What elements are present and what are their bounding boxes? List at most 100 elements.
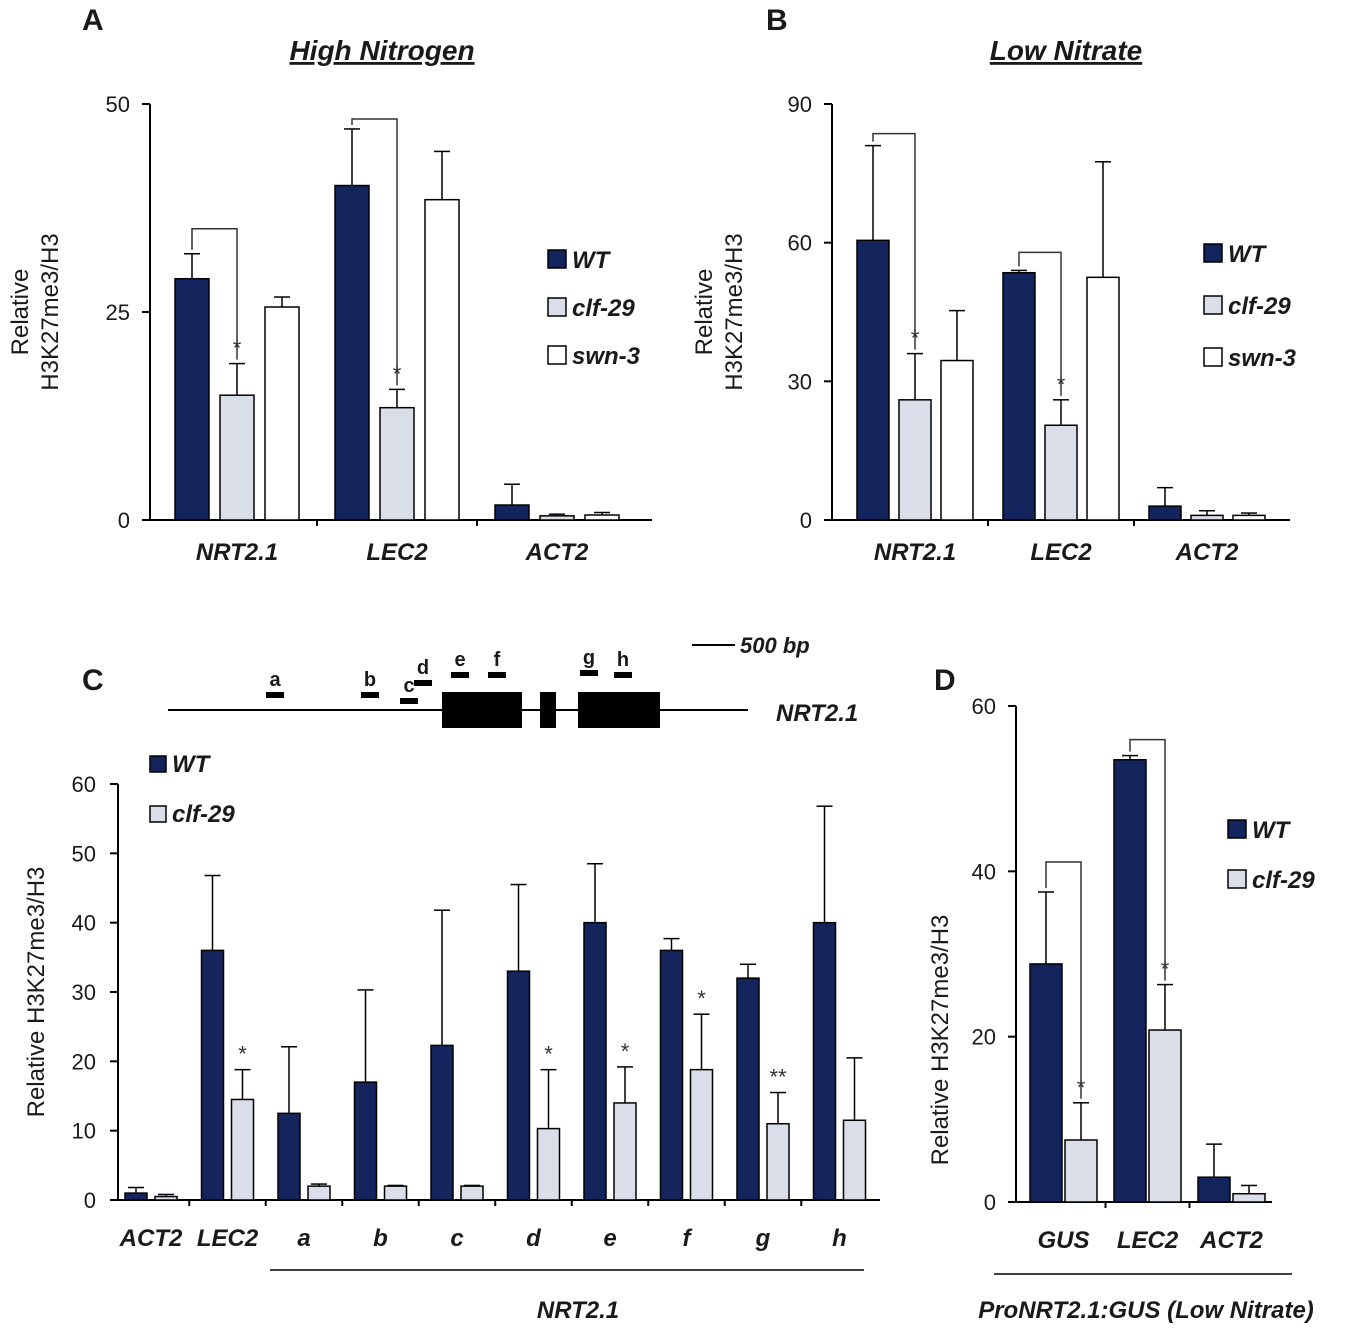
segment-marker-d xyxy=(414,680,432,686)
legend-swatch-swn-3 xyxy=(547,345,567,365)
bar-clf-29-b xyxy=(383,1185,408,1201)
y-tick-label: 60 xyxy=(72,772,96,797)
legend-swatch-clf-29 xyxy=(1227,869,1247,889)
bar-WT-a xyxy=(277,1112,301,1201)
segment-label-c: c xyxy=(403,675,414,697)
x-tick-label: ACT2 xyxy=(119,1225,183,1252)
y-tick-label: 10 xyxy=(72,1119,96,1144)
bar-clf-29-ACT2 xyxy=(539,515,575,521)
bar-clf-29-c xyxy=(460,1185,484,1201)
x-tick-label: GUS xyxy=(1037,1227,1089,1254)
legend-label: clf-29 xyxy=(1252,867,1315,894)
bar-clf-29-g xyxy=(766,1122,790,1201)
comparison-bracket xyxy=(191,228,238,360)
x-tick-label: LEC2 xyxy=(1030,539,1092,566)
segment-label-f: f xyxy=(494,649,501,671)
x-tick-label: LEC2 xyxy=(197,1225,259,1252)
legend-label: swn-3 xyxy=(1228,345,1297,372)
x-tick-label: NRT2.1 xyxy=(196,539,278,566)
bar-WT-LEC2 xyxy=(334,184,370,521)
bar-WT-GUS xyxy=(1029,963,1063,1203)
segment-marker-b xyxy=(361,692,379,698)
x-tick-label: c xyxy=(450,1225,463,1252)
bar-clf-29-LEC2 xyxy=(379,406,415,521)
panel-a: A High Nitrogen Relative H3K27me3/H3 0 25 50 NR… xyxy=(7,4,652,566)
bar-WT-ACT2 xyxy=(124,1192,148,1201)
segment-label-h: h xyxy=(617,649,629,671)
comparison-bracket xyxy=(872,132,916,350)
y-axis-label: Relative H3K27me3/H3 xyxy=(7,233,64,390)
gene-diagram: 500 bp NRT2.1 a b cd e f g h xyxy=(168,633,858,728)
segment-label-a: a xyxy=(269,669,281,691)
segment-marker-c xyxy=(400,698,418,704)
y-tick-label: 0 xyxy=(800,508,812,533)
y-axis-label-line: Relative H3K27me3/H3 xyxy=(23,867,50,1118)
y-tick-label: 90 xyxy=(788,92,812,117)
panel-letter: D xyxy=(934,664,956,697)
panel-title: High Nitrogen xyxy=(289,35,474,66)
legend-swatch-WT xyxy=(149,755,167,773)
segment-label-b: b xyxy=(364,669,376,691)
panel-b: B Low Nitrate Relative H3K27me3/H3 0 30 60 90 NR… xyxy=(691,4,1297,566)
bar-WT-h xyxy=(812,921,837,1201)
x-tick-label: LEC2 xyxy=(1117,1227,1179,1254)
x-tick-label: ACT2 xyxy=(1175,539,1239,566)
bar-WT-ACT2 xyxy=(494,504,530,521)
legend-swatch-WT xyxy=(547,249,567,269)
y-axis-label: Relative H3K27me3/H3 xyxy=(927,915,954,1166)
bar-clf-29-e xyxy=(613,1102,637,1201)
segment-marker-g xyxy=(580,670,598,676)
y-tick-label: 20 xyxy=(72,1049,96,1074)
legend-label: WT xyxy=(172,751,212,778)
panel-title: Low Nitrate xyxy=(990,35,1142,66)
legend-label: WT xyxy=(572,247,612,274)
segment-marker-e xyxy=(451,672,469,678)
y-axis-label-line: H3K27me3/H3 xyxy=(37,233,64,390)
bar-swn-3-LEC2 xyxy=(424,198,460,521)
comparison-bracket xyxy=(1018,251,1062,396)
panel-letter: A xyxy=(82,4,104,37)
comparison-bracket xyxy=(351,118,398,386)
bar-WT-NRT2.1 xyxy=(856,239,890,521)
bar-clf-29-NRT2.1 xyxy=(898,399,932,521)
y-tick-label: 40 xyxy=(972,859,996,884)
significance-marker: ** xyxy=(769,1065,787,1090)
bar-WT-ACT2 xyxy=(1148,505,1182,521)
y-tick-label: 0 xyxy=(984,1190,996,1215)
bar-WT-LEC2 xyxy=(1002,271,1036,521)
bar-clf-29-h xyxy=(842,1119,867,1201)
panel-letter: B xyxy=(766,4,788,37)
legend-swatch-clf-29 xyxy=(547,297,567,317)
exon-3 xyxy=(578,692,660,728)
legend-label: WT xyxy=(1228,241,1268,268)
x-tick-label: d xyxy=(526,1225,542,1252)
legend-label: clf-29 xyxy=(572,295,635,322)
y-tick-label: 30 xyxy=(72,980,96,1005)
segment-markers: a b cd e f g h xyxy=(266,647,632,704)
bar-WT-ACT2 xyxy=(1197,1176,1231,1203)
x-tick-label: f xyxy=(683,1225,693,1252)
y-tick-label: 0 xyxy=(118,508,130,533)
x-tick-label: NRT2.1 xyxy=(874,539,956,566)
bar-clf-29-LEC2 xyxy=(230,1098,255,1201)
y-tick-label: 50 xyxy=(106,92,130,117)
bar-clf-29-LEC2 xyxy=(1148,1029,1182,1203)
bar-WT-e xyxy=(583,921,607,1201)
legend-label: clf-29 xyxy=(1228,293,1291,320)
comparison-bracket xyxy=(1045,861,1082,1099)
segment-label-d: d xyxy=(417,657,429,679)
bar-WT-LEC2 xyxy=(200,949,225,1201)
legend-swatch-WT xyxy=(1203,243,1223,263)
group-label: NRT2.1 xyxy=(537,1297,619,1324)
significance-marker: * xyxy=(544,1042,553,1067)
bar-WT-g xyxy=(736,977,760,1201)
bar-clf-29-d xyxy=(536,1127,561,1201)
comparison-bracket xyxy=(1129,738,1166,981)
scale-bar-label: 500 bp xyxy=(740,633,810,658)
bar-swn-3-ACT2 xyxy=(584,514,620,521)
bar-clf-29-ACT2 xyxy=(154,1195,178,1201)
bar-WT-c xyxy=(430,1044,454,1201)
bar-WT-NRT2.1 xyxy=(174,277,210,521)
